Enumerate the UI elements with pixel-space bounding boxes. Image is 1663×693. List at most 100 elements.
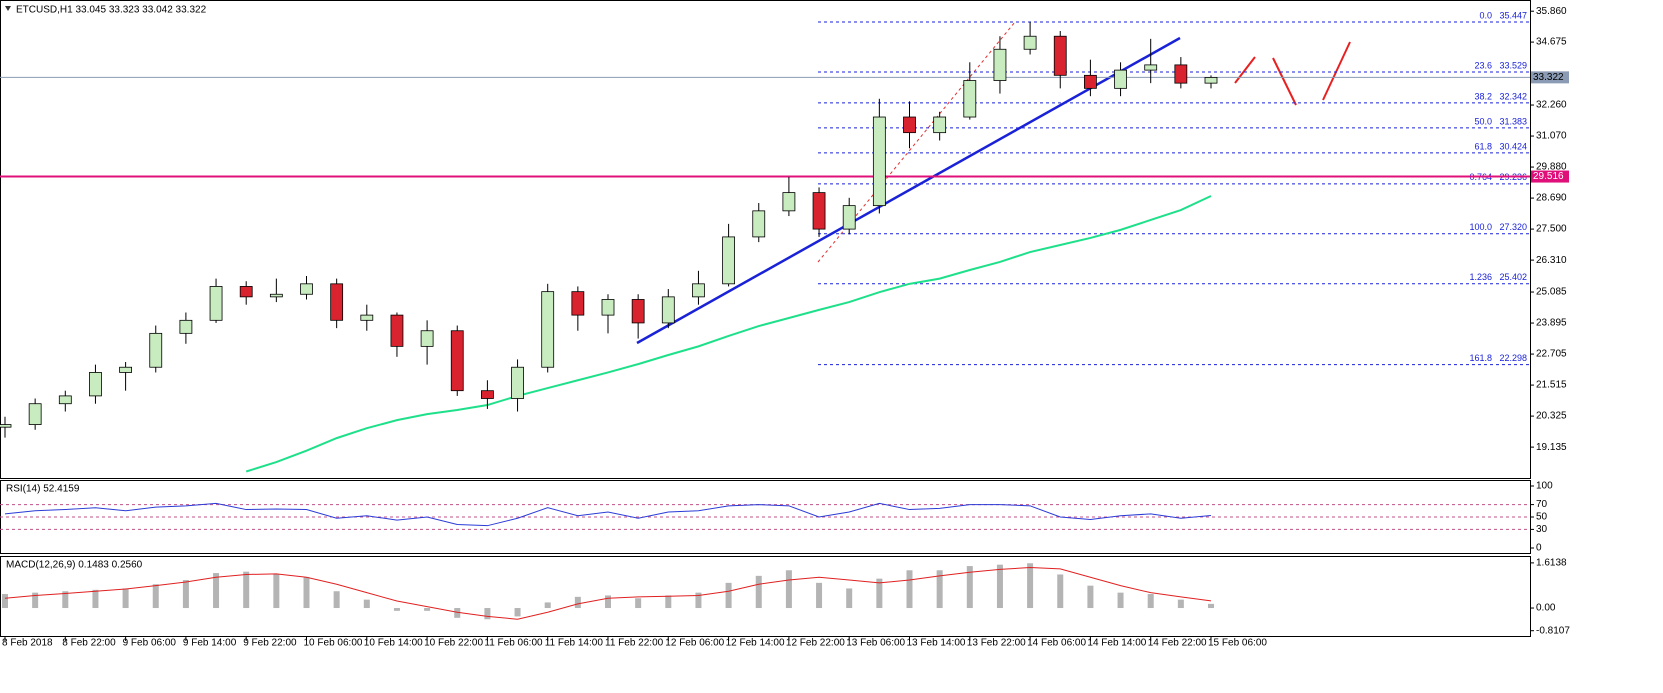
candle-body bbox=[661, 296, 675, 324]
candle-body bbox=[692, 283, 705, 298]
macd-bar bbox=[1087, 585, 1094, 609]
macd-bar bbox=[544, 602, 551, 609]
x-tick-label: 12 Feb 14:00 bbox=[726, 638, 785, 649]
macd-bar bbox=[755, 575, 762, 609]
macd-bar bbox=[785, 570, 792, 609]
projection-stroke bbox=[1322, 41, 1351, 101]
macd-bar bbox=[243, 571, 250, 609]
y-tick-label: 70 bbox=[1536, 499, 1548, 510]
candle-body bbox=[28, 403, 42, 425]
candle-body bbox=[1114, 69, 1127, 89]
candle-body bbox=[963, 80, 977, 118]
macd-bar bbox=[605, 595, 611, 609]
macd-bar bbox=[213, 573, 220, 609]
symbol-icon bbox=[5, 6, 11, 11]
trend-line bbox=[636, 36, 1181, 345]
macd-bar bbox=[484, 608, 491, 620]
candle-body bbox=[1084, 74, 1097, 89]
candle-body bbox=[450, 330, 464, 392]
x-tick-label: 9 Feb 06:00 bbox=[123, 638, 177, 649]
fib-level-name: 61.8 bbox=[1474, 141, 1492, 151]
y-tick-label: 30 bbox=[1536, 524, 1548, 535]
x-tick-label: 14 Feb 06:00 bbox=[1027, 638, 1086, 649]
price-box bbox=[1531, 71, 1569, 84]
x-tick-label: 13 Feb 06:00 bbox=[846, 638, 905, 649]
rsi-title: RSI(14) 52.4159 bbox=[6, 484, 80, 495]
x-tick-label: 8 Feb 2018 bbox=[2, 638, 53, 649]
macd-bar bbox=[152, 584, 159, 609]
price-box-label: 33.322 bbox=[1533, 72, 1564, 83]
y-tick-label: 26.310 bbox=[1536, 255, 1567, 266]
macd-bar bbox=[92, 589, 99, 609]
candle-body bbox=[300, 283, 313, 295]
macd-bar bbox=[333, 591, 340, 609]
macd-bar bbox=[1057, 574, 1064, 609]
y-tick-label: 25.085 bbox=[1536, 287, 1567, 298]
macd-bar bbox=[273, 574, 280, 609]
candle-body bbox=[420, 330, 434, 347]
y-tick-label: 28.690 bbox=[1536, 193, 1567, 204]
y-tick-label: 23.895 bbox=[1536, 318, 1567, 329]
candle-body bbox=[89, 372, 102, 397]
projection-stroke bbox=[1234, 56, 1256, 84]
macd-bar bbox=[2, 594, 8, 609]
candle-body bbox=[872, 116, 886, 207]
moving-average bbox=[245, 195, 1212, 473]
fib-price: 27.320 bbox=[1499, 222, 1527, 232]
fib-level-name: 1.236 bbox=[1469, 272, 1492, 282]
candle-body bbox=[330, 283, 344, 321]
macd-bar bbox=[906, 570, 913, 609]
x-tick-label: 11 Feb 22:00 bbox=[605, 638, 664, 649]
macd-bar bbox=[1147, 594, 1154, 609]
x-tick-label: 10 Feb 06:00 bbox=[304, 638, 363, 649]
x-tick-label: 15 Feb 06:00 bbox=[1208, 638, 1267, 649]
fib-level-name: 23.6 bbox=[1474, 60, 1492, 70]
candle-body bbox=[752, 210, 766, 238]
fib-level-name: 161.8 bbox=[1469, 353, 1492, 363]
macd-bar bbox=[695, 592, 702, 609]
y-tick-label: 22.705 bbox=[1536, 349, 1567, 360]
signal-line bbox=[4, 566, 1212, 620]
y-tick-label: 21.515 bbox=[1536, 380, 1567, 391]
y-tick-label: 1.6138 bbox=[1536, 558, 1567, 569]
price-panel bbox=[0, 0, 1531, 479]
candle-body bbox=[179, 319, 193, 334]
rsi-line bbox=[4, 502, 1212, 527]
x-tick-label: 13 Feb 22:00 bbox=[967, 638, 1026, 649]
candle-body bbox=[1144, 64, 1158, 71]
x-tick-label: 12 Feb 06:00 bbox=[665, 638, 724, 649]
fib-level-name: 50.0 bbox=[1474, 116, 1492, 126]
candle-body bbox=[842, 205, 856, 230]
price-layer: 0.0 35.447 23.6 33.529 38.2 32.342 50.0 31.383 6… bbox=[0, 10, 1530, 473]
fib-price: 35.447 bbox=[1499, 10, 1527, 20]
fib-level-name: 0.0 bbox=[1479, 10, 1492, 20]
candle-body bbox=[511, 366, 524, 399]
macd-bar bbox=[424, 608, 431, 611]
candle-body bbox=[360, 314, 374, 321]
macd-bar bbox=[1117, 592, 1124, 609]
y-tick-label: 20.325 bbox=[1536, 411, 1567, 422]
fib-anchor-line bbox=[817, 21, 1016, 263]
y-tick-label: 35.860 bbox=[1536, 6, 1567, 17]
candle-body bbox=[119, 366, 132, 373]
macd-bar bbox=[454, 608, 461, 618]
macd-bar bbox=[62, 591, 69, 609]
macd-bar bbox=[846, 588, 853, 609]
macd-bar bbox=[996, 564, 1003, 609]
y-tick-label: 32.260 bbox=[1536, 100, 1567, 111]
candle-body bbox=[1023, 35, 1037, 50]
x-tick-label: 14 Feb 22:00 bbox=[1148, 638, 1207, 649]
macd-bar bbox=[816, 582, 823, 609]
candle-body bbox=[541, 291, 555, 368]
candle-body bbox=[903, 116, 916, 134]
candle-body bbox=[480, 390, 494, 399]
x-tick-label: 10 Feb 14:00 bbox=[364, 638, 423, 649]
candle-body bbox=[933, 116, 947, 134]
macd-bar bbox=[574, 596, 581, 609]
candle-body bbox=[722, 236, 735, 285]
y-tick-label: 0 bbox=[1536, 543, 1542, 554]
price-box bbox=[1531, 170, 1569, 183]
y-tick-label: -0.8107 bbox=[1536, 625, 1570, 636]
y-tick-label: 27.500 bbox=[1536, 224, 1567, 235]
